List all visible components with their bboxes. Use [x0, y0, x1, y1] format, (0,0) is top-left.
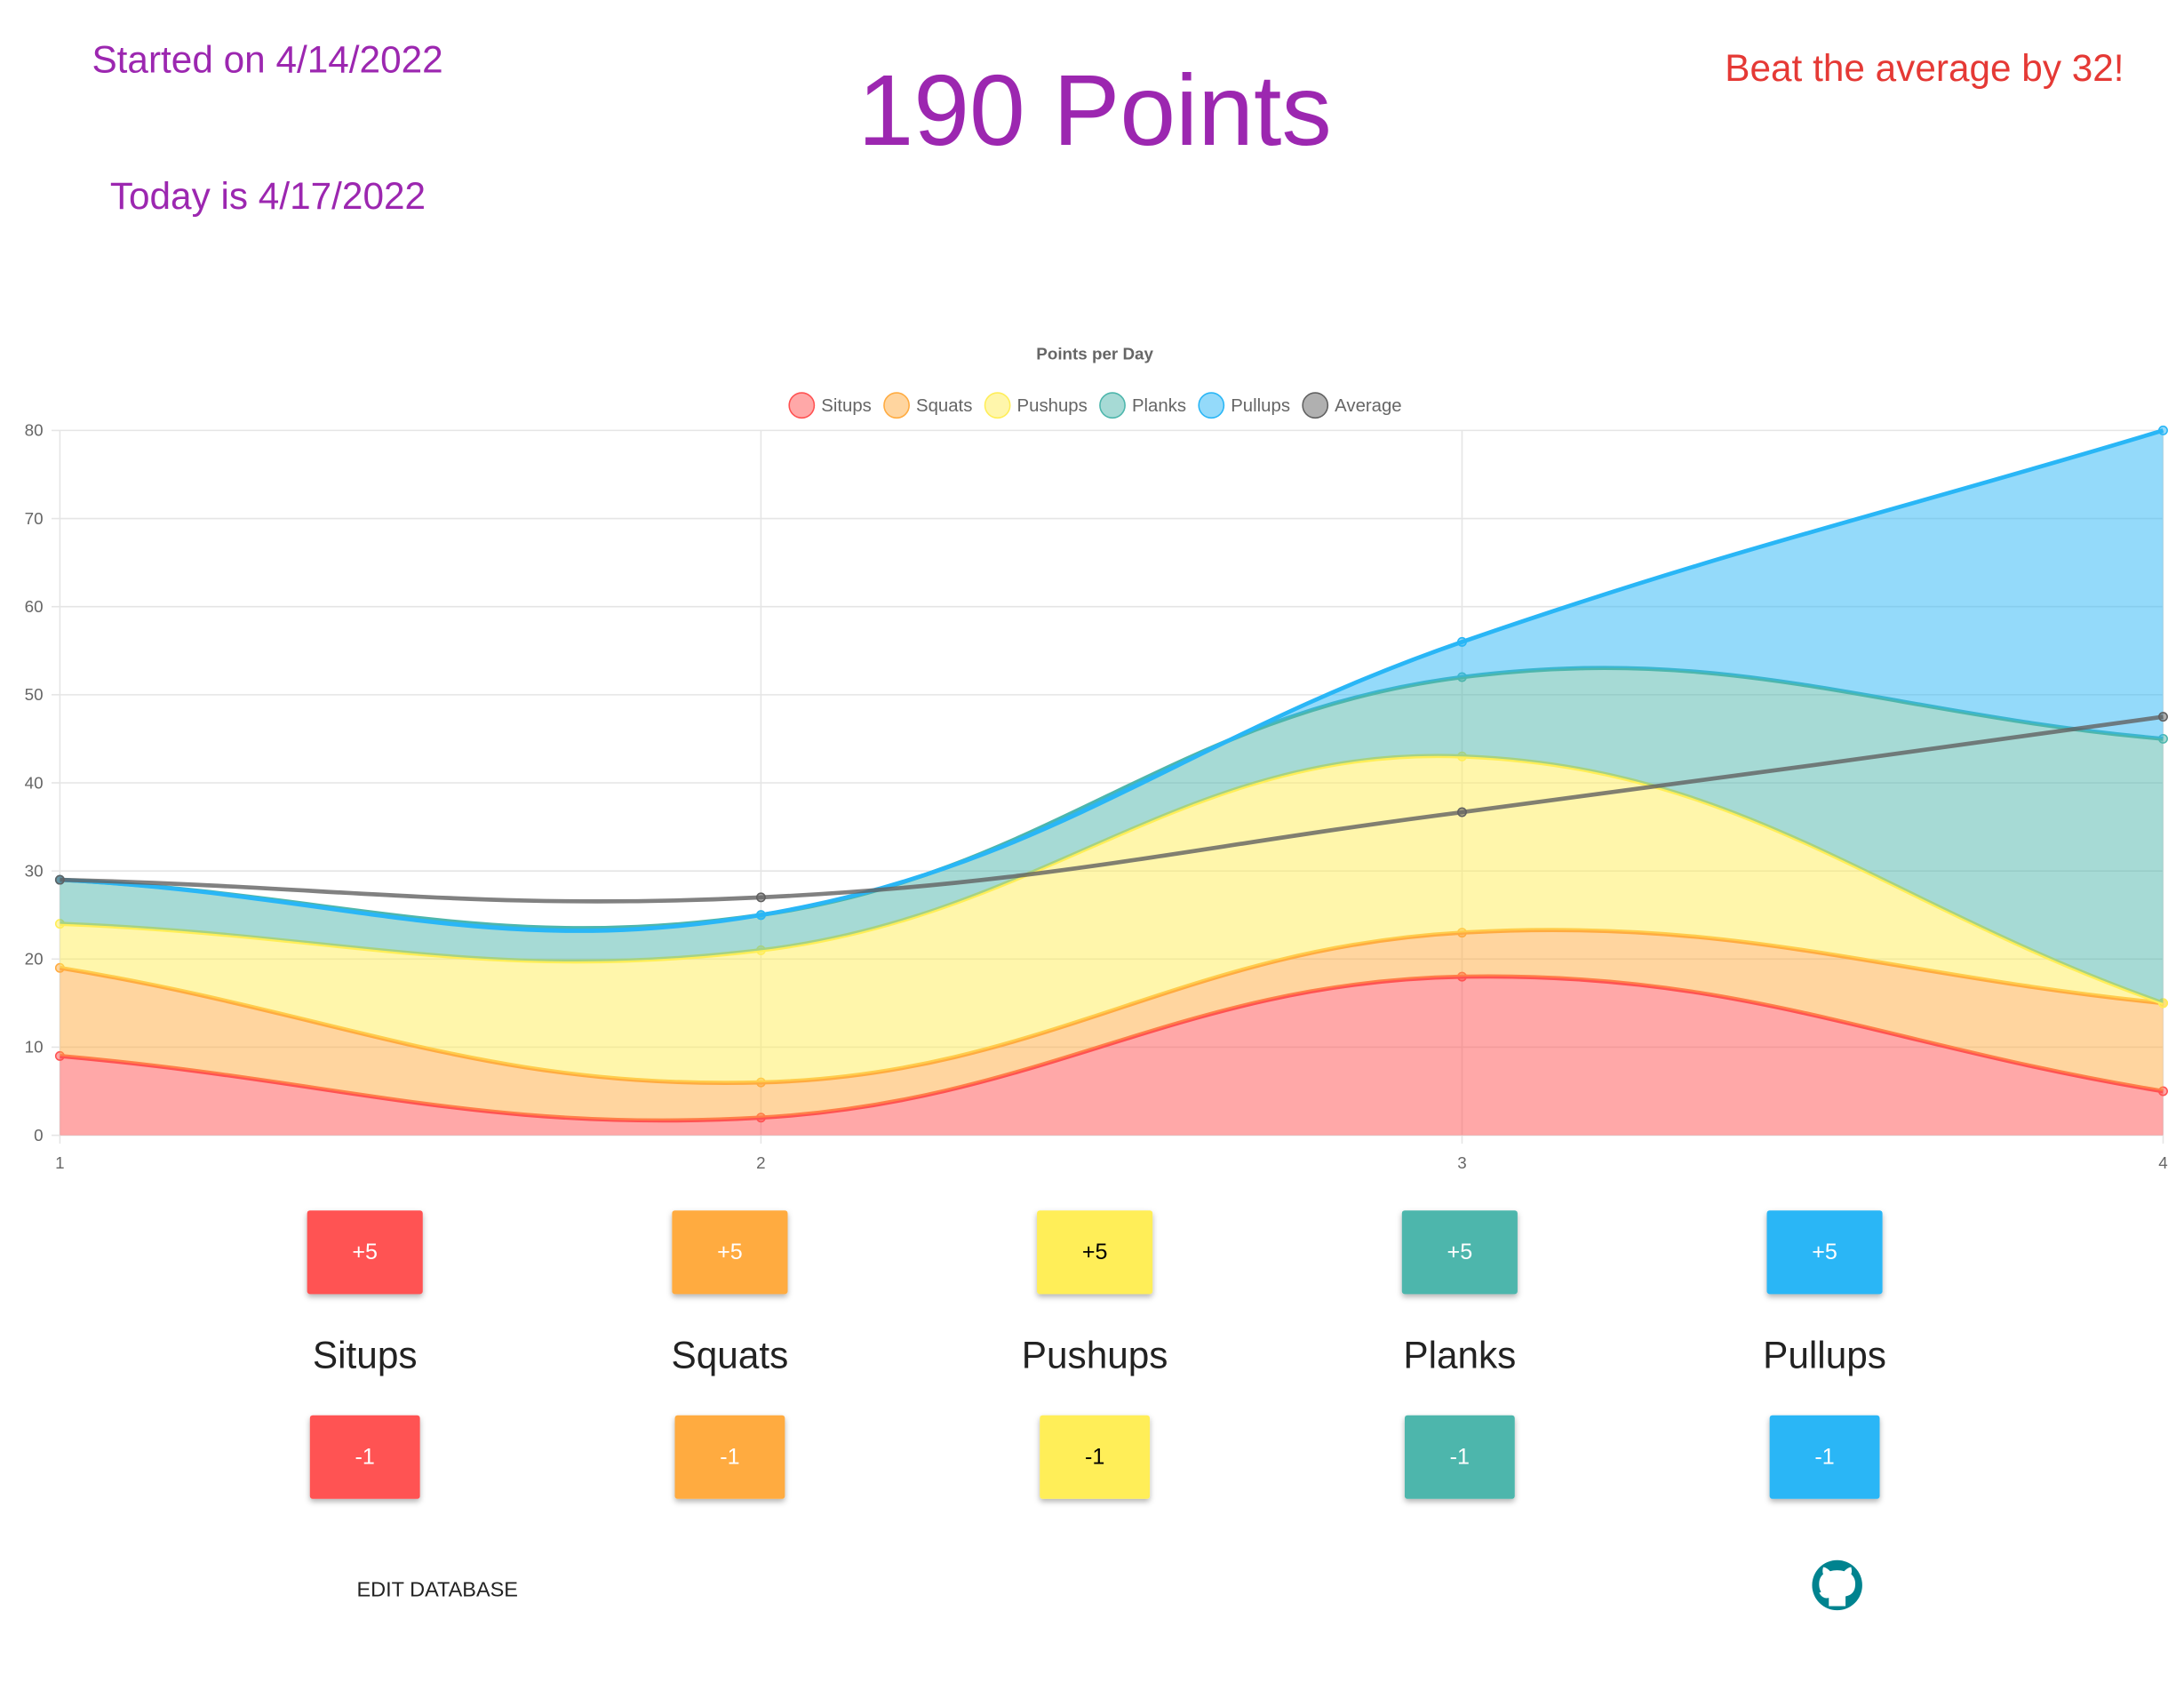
- y-tick-label: 70: [25, 509, 44, 528]
- subtract-button[interactable]: -1: [1040, 1415, 1151, 1499]
- edit-database-link[interactable]: EDIT DATABASE: [356, 1577, 518, 1600]
- button-label: -1: [1450, 1445, 1470, 1470]
- legend-label: Average: [1335, 396, 1401, 416]
- legend-label: Pullups: [1231, 396, 1290, 416]
- exercise-label: Pushups: [1022, 1334, 1168, 1376]
- button-label: +5: [352, 1240, 378, 1264]
- area: [60, 929, 2164, 1121]
- legend-label: Situps: [821, 396, 872, 416]
- point: [755, 892, 766, 903]
- legend-swatch: [883, 392, 910, 419]
- legend-item[interactable]: Pullups: [1198, 392, 1290, 419]
- button-label: -1: [1814, 1445, 1834, 1470]
- exercise-label: Pullups: [1763, 1334, 1886, 1376]
- legend-swatch: [1099, 392, 1126, 419]
- button-label: -1: [355, 1445, 375, 1470]
- points-text: 190 Points: [857, 54, 1331, 166]
- add-button[interactable]: +5: [1401, 1210, 1518, 1295]
- add-button[interactable]: +5: [307, 1210, 423, 1295]
- legend-item[interactable]: Planks: [1099, 392, 1186, 419]
- y-tick-label: 20: [25, 950, 44, 969]
- area: [60, 976, 2164, 1136]
- legend: Situps Squats Pushups Planks Pullups Average: [788, 392, 1402, 419]
- y-tick-label: 0: [34, 1126, 43, 1145]
- button-label: +5: [1812, 1240, 1837, 1264]
- button-label: -1: [1085, 1445, 1104, 1470]
- subtract-button[interactable]: -1: [674, 1415, 785, 1499]
- button-bg: [1040, 1415, 1151, 1499]
- point: [2157, 712, 2168, 722]
- legend-label: Squats: [916, 396, 972, 416]
- beat-text: Beat the average by 32!: [1725, 47, 2124, 89]
- area: [60, 755, 2164, 1083]
- series-average: [54, 712, 2168, 904]
- legend-label: Pushups: [1017, 396, 1088, 416]
- button-bg: [307, 1210, 423, 1295]
- button-bg: [309, 1415, 420, 1499]
- x-tick-label: 3: [1457, 1153, 1466, 1172]
- subtract-button[interactable]: -1: [1404, 1415, 1515, 1499]
- button-label: +5: [1447, 1240, 1473, 1264]
- point: [54, 874, 65, 885]
- chart-title: Points per Day: [1036, 344, 1153, 363]
- y-tick-label: 10: [25, 1038, 44, 1057]
- today-text: Today is 4/17/2022: [110, 175, 426, 217]
- line: [60, 714, 2164, 904]
- x-tick-label: 4: [2158, 1153, 2167, 1172]
- button-label: -1: [720, 1445, 739, 1470]
- exercise-label: Squats: [672, 1334, 789, 1376]
- exercise-label: Planks: [1403, 1334, 1516, 1376]
- controls: +5 Situps -1 +5 Squats -1 +5 Pushups -1 +5 Planks -…: [307, 1210, 1886, 1499]
- line: [60, 666, 2164, 930]
- add-button[interactable]: +5: [672, 1210, 788, 1295]
- y-tick-label: 80: [25, 421, 44, 440]
- add-button[interactable]: +5: [1766, 1210, 1883, 1295]
- subtract-button[interactable]: -1: [1769, 1415, 1880, 1499]
- subtract-button[interactable]: -1: [309, 1415, 420, 1499]
- legend-item[interactable]: Squats: [883, 392, 972, 419]
- point: [1456, 636, 1467, 647]
- button-bg: [672, 1210, 788, 1295]
- button-bg: [1401, 1210, 1518, 1295]
- legend-swatch: [788, 392, 816, 419]
- legend-swatch: [1198, 392, 1225, 419]
- legend-swatch: [984, 392, 1011, 419]
- button-bg: [1037, 1210, 1153, 1295]
- legend-label: Planks: [1132, 396, 1186, 416]
- add-button[interactable]: +5: [1037, 1210, 1153, 1295]
- button-bg: [1766, 1210, 1883, 1295]
- button-bg: [1404, 1415, 1515, 1499]
- legend-item[interactable]: Pushups: [984, 392, 1088, 419]
- button-bg: [1769, 1415, 1880, 1499]
- y-tick-label: 60: [25, 597, 44, 616]
- x-tick-label: 1: [55, 1153, 64, 1172]
- y-tick-label: 40: [25, 773, 44, 792]
- point: [1456, 807, 1467, 818]
- x-tick-label: 2: [756, 1153, 765, 1172]
- button-bg: [674, 1415, 785, 1499]
- legend-item[interactable]: Average: [1302, 392, 1402, 419]
- line: [60, 428, 2164, 933]
- plot: 0 10 20 30 40 50 60 70 80 1 2 3 4: [25, 421, 2168, 1172]
- point: [755, 910, 766, 921]
- button-label: +5: [1082, 1240, 1108, 1264]
- button-label: +5: [717, 1240, 743, 1264]
- area: [60, 667, 2164, 1003]
- y-tick-label: 30: [25, 861, 44, 880]
- y-tick-label: 50: [25, 685, 44, 704]
- point: [2157, 425, 2168, 435]
- exercise-label: Situps: [313, 1334, 418, 1376]
- legend-item[interactable]: Situps: [788, 392, 872, 419]
- github-icon[interactable]: [1812, 1559, 1862, 1611]
- started-text: Started on 4/14/2022: [92, 39, 442, 81]
- legend-swatch: [1302, 392, 1329, 419]
